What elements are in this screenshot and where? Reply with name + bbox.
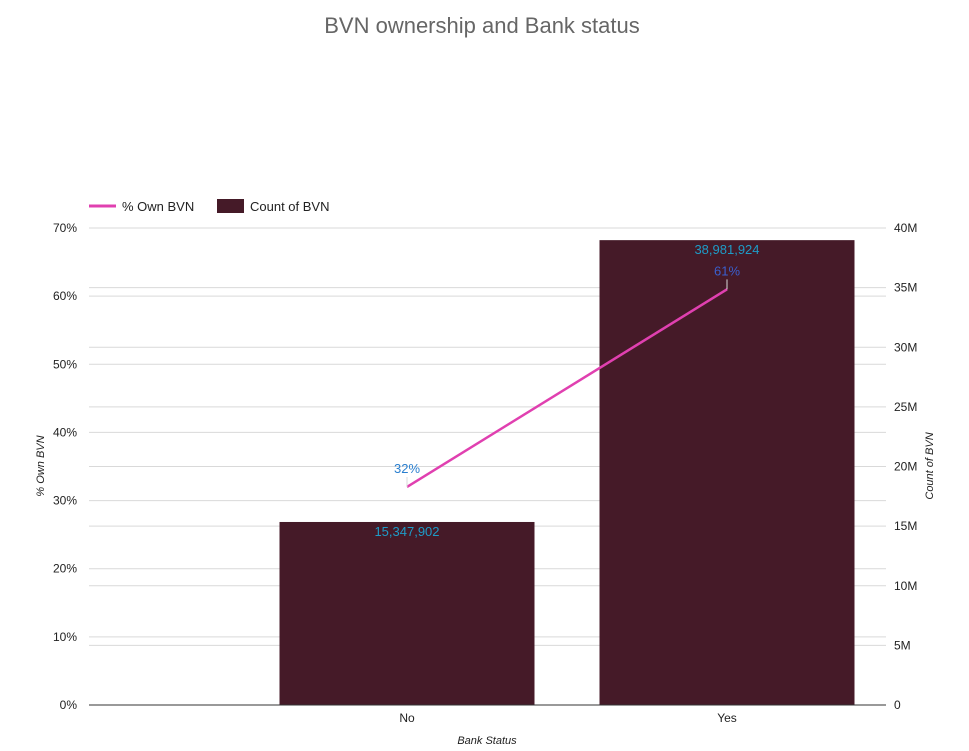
- y-right-tick-label: 15M: [894, 519, 917, 533]
- y-left-tick-label: 50%: [53, 357, 77, 371]
- data-labels-layer: 15,347,902 38,981,924 32% 61%: [374, 242, 759, 539]
- line-layer: [406, 279, 728, 489]
- x-axis-title: Bank Status: [457, 735, 517, 747]
- y-right-tick-label: 20M: [894, 460, 917, 474]
- legend-bar-swatch: [217, 199, 244, 213]
- line-own-bvn: [406, 288, 728, 489]
- y-left-tick-label: 20%: [53, 562, 77, 576]
- y-left-tick-label: 10%: [53, 630, 77, 644]
- line-data-label: 61%: [714, 263, 740, 278]
- bar-yes: [599, 240, 855, 705]
- chart-title: BVN ownership and Bank status: [324, 13, 640, 38]
- legend-label-own-bvn: % Own BVN: [122, 199, 194, 214]
- legend[interactable]: % Own BVN Count of BVN: [89, 199, 330, 214]
- y-left-tick-label: 0%: [60, 698, 78, 712]
- y-left-tick-label: 40%: [53, 425, 77, 439]
- y-left-tick-label: 60%: [53, 289, 77, 303]
- x-tick-label: No: [399, 711, 415, 725]
- bar-data-label: 15,347,902: [374, 524, 439, 539]
- y-right-tick-label: 10M: [894, 579, 917, 593]
- bar-data-label: 38,981,924: [694, 242, 759, 257]
- y-right-tick-label: 25M: [894, 400, 917, 414]
- axes-layer: 0% 10% 20% 30% 40% 50% 60% 70% 0 5M 10M 15M 20M 25M 30…: [53, 221, 917, 725]
- y-axis-left-title: % Own BVN: [35, 435, 47, 496]
- line-data-label: 32%: [394, 461, 420, 476]
- bar-no: [279, 521, 535, 705]
- y-right-tick-label: 35M: [894, 281, 917, 295]
- y-right-tick-label: 0: [894, 698, 901, 712]
- y-left-tick-label: 70%: [53, 221, 77, 235]
- bars-layer: [279, 240, 855, 705]
- y-left-tick-label: 30%: [53, 494, 77, 508]
- x-tick-label: Yes: [717, 711, 737, 725]
- y-right-tick-label: 5M: [894, 638, 911, 652]
- y-axis-right-title: Count of BVN: [924, 432, 936, 499]
- y-right-tick-label: 40M: [894, 221, 917, 235]
- y-right-tick-label: 30M: [894, 340, 917, 354]
- legend-label-count-bvn: Count of BVN: [250, 199, 330, 214]
